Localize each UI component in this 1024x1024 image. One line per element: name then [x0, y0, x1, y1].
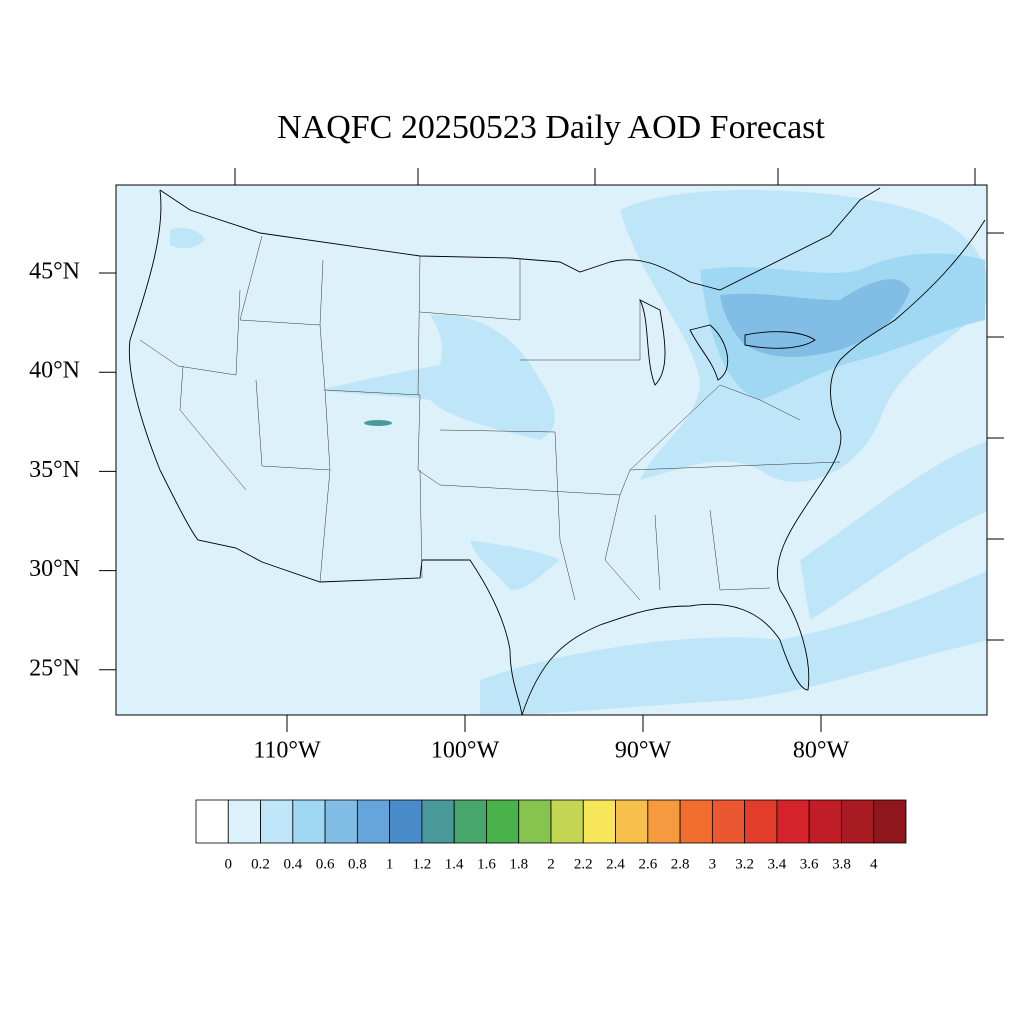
colorbar-box: [841, 799, 875, 844]
colorbar-box: [744, 799, 778, 844]
colorbar-box: [711, 799, 746, 844]
lat-label: 25°N: [29, 655, 80, 681]
colorbar-box: [260, 799, 294, 844]
colorbar-box: [227, 799, 261, 844]
colorbar-box: [615, 799, 649, 844]
colorbar-box: [808, 799, 842, 844]
colorbar-label: 2.4: [606, 856, 625, 872]
colorbar-label: 3.4: [768, 856, 787, 872]
colorbar-label: 1: [386, 856, 394, 872]
colorbar-label: 3.2: [735, 856, 754, 872]
lat-label: 35°N: [29, 457, 80, 483]
colorbar-label: 0.2: [251, 856, 270, 872]
lat-label: 45°N: [29, 259, 80, 285]
colorbar-label: 3.6: [800, 856, 819, 872]
map-area: [116, 185, 987, 715]
colorbar-box: [486, 799, 520, 844]
colorbar-box: [195, 799, 229, 844]
colorbar-label: 3: [709, 856, 717, 872]
colorbar-box: [679, 799, 713, 844]
colorbar-box: [356, 799, 391, 844]
aod-plume: [720, 279, 910, 357]
colorbar-box: [776, 799, 810, 844]
lat-label: 40°N: [29, 358, 80, 384]
colorbar-label: 1.6: [477, 856, 496, 872]
colorbar-box: [873, 799, 907, 844]
colorbar-box: [647, 799, 681, 844]
map-title: NAQFC 20250523 Daily AOD Forecast: [277, 109, 825, 146]
lat-label: 30°N: [29, 556, 80, 582]
colorbar-box: [518, 799, 552, 844]
colorbar-box: [453, 799, 487, 844]
colorbar-box: [421, 799, 455, 844]
colorbar-label: 3.8: [832, 856, 851, 872]
colorbar-label: 4: [870, 856, 878, 872]
state-borders: [139, 235, 841, 601]
colorbar-box: [550, 799, 584, 844]
colorbar-label: 0: [225, 856, 233, 872]
colorbar-label: 2.6: [638, 856, 657, 872]
colorbar-label: 1.8: [509, 856, 528, 872]
colorbar-label: 2.8: [671, 856, 690, 872]
colorbar-box: [582, 799, 616, 844]
colorbar: 0 0.2 0.4 0.6 0.8 1 1.2 1.4 1.6 1.8 2 2.2 2.4 2.6 2.8 3…: [195, 799, 907, 872]
lon-label: 90°W: [615, 738, 672, 764]
colorbar-label: 1.4: [445, 856, 464, 872]
colorbar-label: 0.8: [348, 856, 367, 872]
aod-hotspot: [364, 420, 392, 426]
map-frame: [115, 184, 988, 716]
colorbar-label: 0.4: [283, 856, 302, 872]
frame-ticks: [234, 168, 1004, 641]
colorbar-box: [389, 799, 423, 844]
colorbar-label: 2: [547, 856, 555, 872]
colorbar-label: 2.2: [574, 856, 593, 872]
lon-label: 100°W: [431, 738, 500, 764]
lon-label: 110°W: [253, 738, 321, 764]
colorbar-label: 0.6: [316, 856, 335, 872]
lon-label: 80°W: [793, 738, 850, 764]
coastline: [128, 187, 986, 715]
colorbar-label: 1.2: [413, 856, 432, 872]
colorbar-box: [324, 799, 358, 844]
colorbar-box: [292, 799, 326, 844]
